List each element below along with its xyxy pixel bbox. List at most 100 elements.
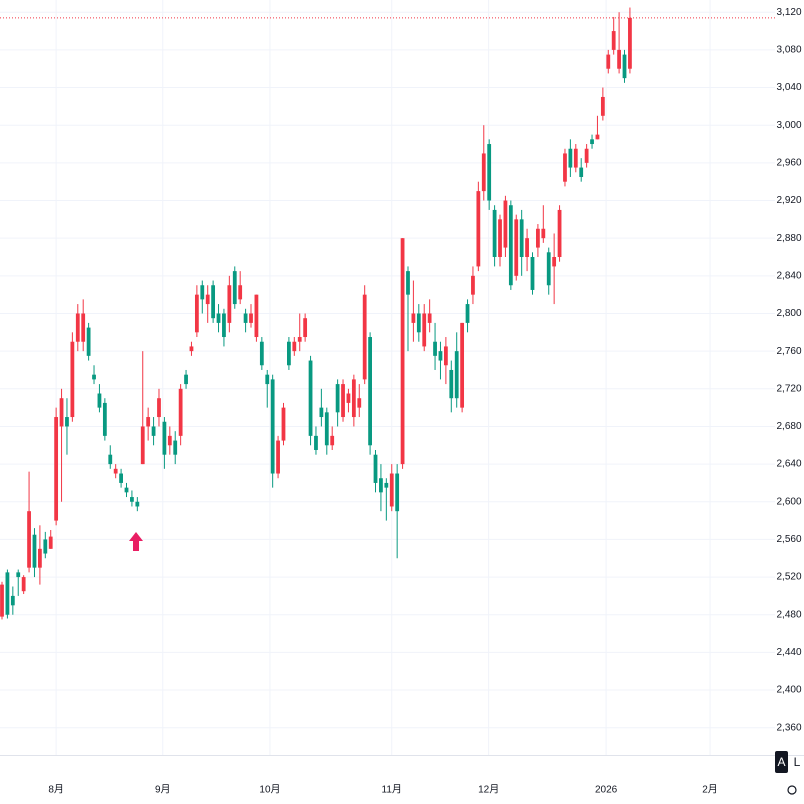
candle-body bbox=[622, 54, 627, 79]
candle-body bbox=[379, 478, 383, 493]
candle-body bbox=[563, 153, 567, 182]
candle-body bbox=[281, 407, 286, 441]
candle-body bbox=[130, 497, 134, 502]
candle-body bbox=[222, 313, 226, 338]
candle-body bbox=[38, 548, 42, 568]
y-tick-label: 2,840 bbox=[776, 270, 801, 281]
candle-body bbox=[92, 374, 96, 380]
y-tick-label: 2,400 bbox=[776, 685, 801, 696]
candle-body bbox=[265, 374, 270, 385]
candle-body bbox=[303, 318, 308, 338]
candle-body bbox=[433, 341, 437, 356]
candle-body bbox=[368, 337, 372, 446]
candle-body bbox=[357, 398, 362, 408]
candle-body bbox=[205, 294, 210, 305]
candle-body bbox=[628, 17, 632, 69]
candle-body bbox=[70, 341, 75, 418]
candle-body bbox=[102, 402, 107, 436]
log-label[interactable]: L bbox=[794, 755, 801, 769]
candle-body bbox=[416, 313, 421, 333]
candle-body bbox=[194, 294, 199, 333]
candle-body bbox=[319, 407, 324, 418]
candle-body bbox=[335, 384, 340, 413]
auto-label[interactable]: A bbox=[777, 755, 785, 769]
candle-body bbox=[546, 252, 551, 286]
candle-body bbox=[119, 473, 123, 483]
candle-body bbox=[59, 398, 64, 427]
x-tick-label: 9月 bbox=[155, 784, 171, 796]
candle-body bbox=[243, 313, 248, 323]
candle-body bbox=[43, 539, 48, 554]
candle-body bbox=[487, 144, 492, 201]
x-tick-label: 12月 bbox=[478, 784, 499, 796]
candle-body bbox=[617, 49, 621, 69]
candle-body bbox=[492, 209, 497, 258]
candle-body bbox=[449, 369, 454, 399]
y-tick-label: 3,080 bbox=[776, 45, 801, 56]
candle-body bbox=[184, 374, 188, 385]
candle-body bbox=[508, 205, 513, 286]
y-tick-label: 2,800 bbox=[776, 308, 801, 319]
candle-body bbox=[54, 417, 59, 521]
y-tick-label: 2,520 bbox=[776, 572, 801, 583]
candle-body bbox=[5, 572, 10, 615]
candle-body bbox=[373, 454, 378, 483]
settings-icon[interactable] bbox=[787, 785, 797, 795]
candle-body bbox=[606, 54, 611, 69]
candle-body bbox=[595, 134, 600, 140]
candle-body bbox=[422, 313, 427, 347]
y-tick-label: 2,960 bbox=[776, 158, 801, 169]
candle-body bbox=[351, 379, 356, 418]
candle-body bbox=[346, 393, 351, 403]
candle-body bbox=[584, 148, 589, 163]
x-tick-label: 8月 bbox=[48, 784, 64, 796]
candle-body bbox=[151, 426, 156, 436]
candle-body bbox=[297, 337, 302, 342]
y-tick-label: 2,560 bbox=[776, 534, 801, 545]
candle-body bbox=[308, 360, 313, 436]
candle-body bbox=[65, 417, 69, 427]
candle-body bbox=[140, 426, 145, 465]
candle-body bbox=[443, 346, 448, 366]
candle-body bbox=[97, 393, 102, 408]
candle-body bbox=[21, 577, 26, 592]
y-tick-label: 2,680 bbox=[776, 421, 801, 432]
candle-body bbox=[10, 595, 15, 606]
candle-body bbox=[541, 228, 546, 239]
candle-body bbox=[75, 313, 80, 342]
candle-body bbox=[108, 454, 113, 465]
x-tick-label: 10月 bbox=[259, 784, 280, 796]
candle-body bbox=[460, 322, 465, 408]
candle-body bbox=[330, 435, 335, 446]
candle-body bbox=[124, 487, 129, 493]
candle-body bbox=[292, 341, 297, 352]
candle-body bbox=[519, 219, 524, 258]
candle-body bbox=[157, 398, 161, 418]
candle-body bbox=[211, 285, 216, 319]
candle-body bbox=[324, 412, 329, 446]
candle-body bbox=[557, 209, 562, 258]
auto-button[interactable] bbox=[775, 751, 788, 773]
candle-body bbox=[481, 153, 486, 192]
candle-body bbox=[216, 313, 221, 323]
candle-body bbox=[611, 31, 616, 50]
candle-body bbox=[384, 482, 389, 488]
y-tick-label: 2,920 bbox=[776, 195, 801, 206]
y-tick-label: 3,040 bbox=[776, 82, 801, 93]
candle-body bbox=[530, 257, 535, 290]
x-tick-label: 2026 bbox=[595, 785, 618, 796]
grid bbox=[0, 0, 775, 755]
candle-body bbox=[167, 435, 172, 446]
candle-body bbox=[536, 228, 540, 248]
candle-body bbox=[600, 96, 605, 116]
candle-body bbox=[232, 271, 237, 305]
candle-body bbox=[86, 327, 91, 356]
candle-body bbox=[189, 346, 194, 352]
candle-body bbox=[503, 200, 508, 248]
candle-body bbox=[276, 440, 280, 474]
candle-body bbox=[48, 536, 53, 549]
candle-body bbox=[406, 271, 410, 295]
y-tick-label: 2,440 bbox=[776, 647, 801, 658]
